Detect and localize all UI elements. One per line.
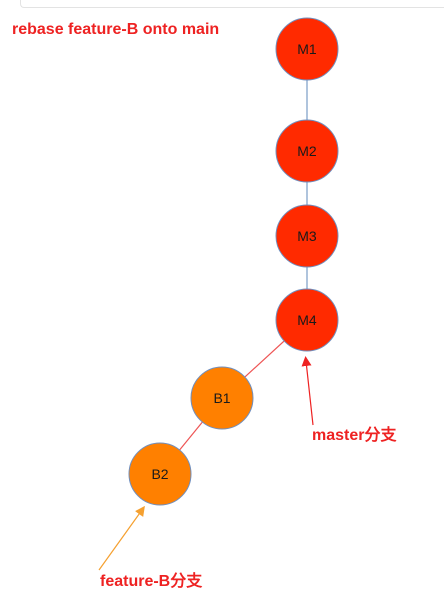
commit-circle	[128, 442, 192, 506]
commit-circle	[275, 119, 339, 183]
commit-node-m1: M1	[275, 17, 339, 81]
commit-node-b2: B2	[128, 442, 192, 506]
commit-label: B1	[213, 390, 230, 406]
diagram-title: rebase feature-B onto main	[12, 21, 219, 38]
commit-label: M1	[297, 41, 317, 57]
commit-label: B2	[151, 466, 168, 482]
feature-pointer-arrow	[98, 505, 145, 571]
commit-circle	[275, 17, 339, 81]
top-border	[20, 0, 444, 8]
master-branch-label: master分支	[312, 425, 397, 444]
commit-node-m4: M4	[275, 288, 339, 352]
commit-circle	[275, 204, 339, 268]
commit-circle	[275, 288, 339, 352]
commit-label: M2	[297, 143, 317, 159]
commit-label: M4	[297, 312, 317, 328]
commit-nodes: M1 M2 M3 M4 B1 B2	[128, 17, 339, 506]
commit-node-b1: B1	[190, 366, 254, 430]
commit-label: M3	[297, 228, 317, 244]
commit-circle	[190, 366, 254, 430]
commit-node-m2: M2	[275, 119, 339, 183]
master-pointer-arrow	[301, 356, 314, 426]
commit-node-m3: M3	[275, 204, 339, 268]
feature-branch-label: feature-B分支	[100, 571, 203, 590]
